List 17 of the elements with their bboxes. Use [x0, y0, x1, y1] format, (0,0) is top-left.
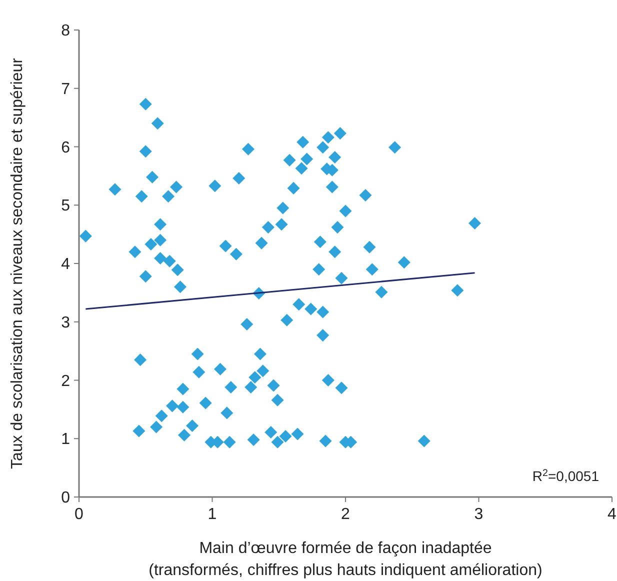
- x-axis-title: Main d’œuvre formée de façon inadaptée (transformés, chiffres plus hauts indiquent amélioration): [148, 540, 542, 579]
- y-tick-label: 3: [61, 314, 70, 332]
- y-tick-label: 4: [61, 256, 70, 274]
- annotation: R$^{2}$=0,0051: [532, 468, 600, 484]
- x-tick-label: 1: [208, 506, 217, 523]
- y-tick-label: 0: [61, 490, 70, 507]
- y-tick-label: 1: [61, 431, 70, 448]
- y-axis-title: Taux de scolarisation aux niveaux secondaire et supérieur: [9, 57, 26, 469]
- x-tick-label: 3: [474, 506, 484, 523]
- x-tick-label: 4: [608, 506, 617, 523]
- x-tick-label: 2: [341, 506, 350, 523]
- x-tick-label: 0: [74, 506, 84, 523]
- y-tick-label: 2: [61, 372, 70, 390]
- y-tick-label: 6: [61, 139, 70, 156]
- y-tick-label: 5: [61, 198, 70, 215]
- y-tick-label: 7: [61, 80, 70, 98]
- y-tick-label: 8: [61, 22, 70, 40]
